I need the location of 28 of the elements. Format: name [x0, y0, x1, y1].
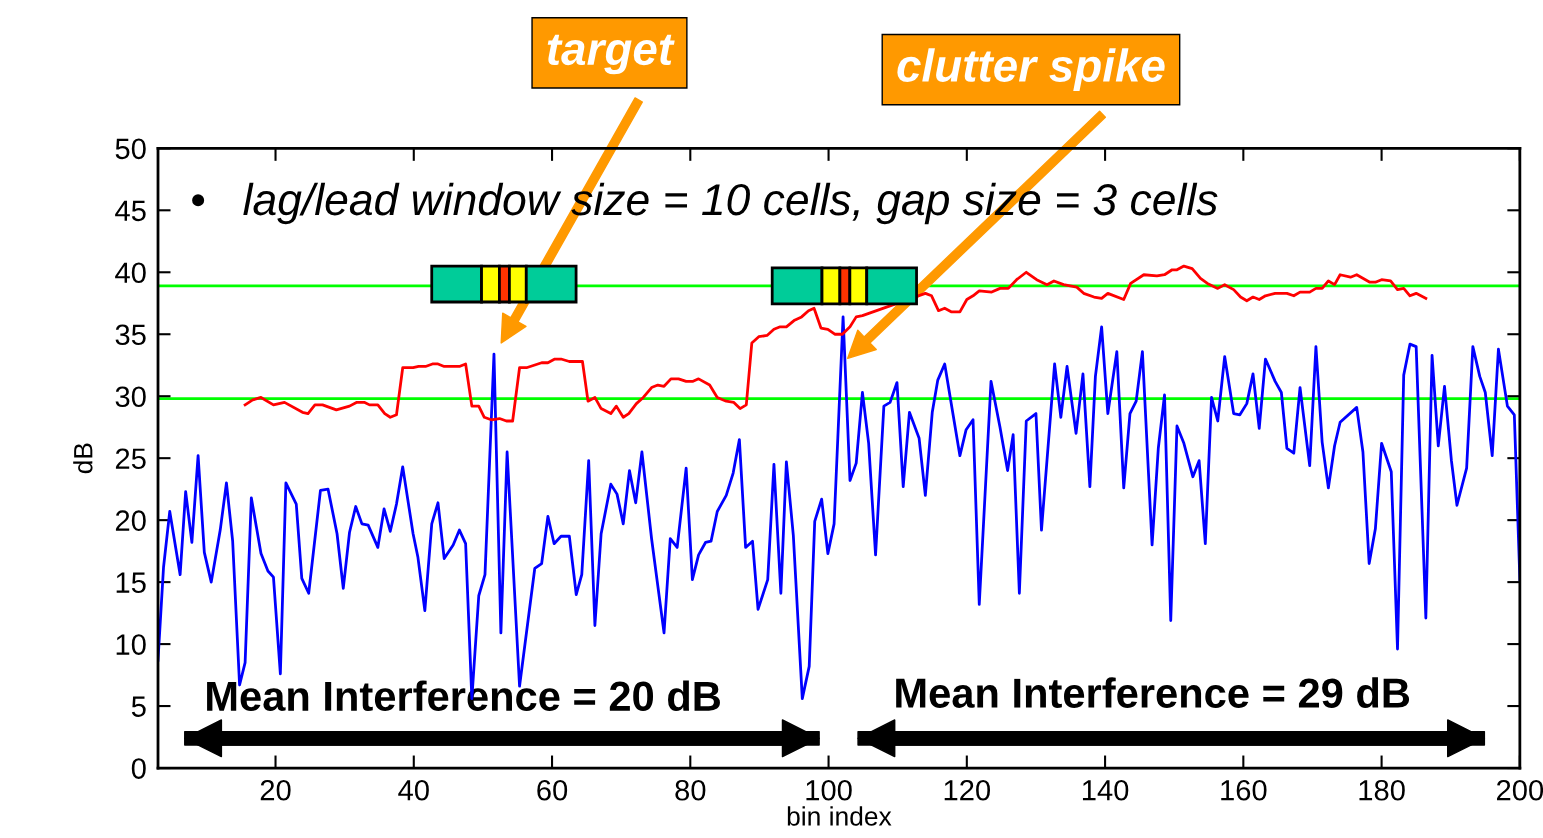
x-tick-label: 160	[1221, 779, 1267, 801]
y-tick-label: 10	[116, 634, 146, 655]
x-tick-label: 100	[806, 779, 852, 801]
x-tick-label: 180	[1359, 779, 1405, 801]
x-tick-label: 60	[537, 779, 568, 801]
y-axis-title: dB	[73, 443, 93, 474]
x-tick-label: 20	[260, 779, 291, 801]
x-tick-label: 40	[398, 779, 429, 801]
x-tick-label: 120	[944, 779, 991, 801]
y-tick-label: 5	[131, 696, 146, 717]
y-tick-label: 0	[131, 758, 146, 779]
y-tick-label: 20	[115, 510, 146, 531]
text: clutter spike	[897, 48, 1165, 91]
y-tick-label: 25	[115, 448, 146, 470]
line-series	[243, 264, 1428, 423]
x-axis-title: bin index	[787, 806, 892, 826]
annotation: Mean Interference = 29 dB	[896, 677, 1410, 708]
y-tick-label: 40	[115, 262, 146, 284]
y-tick-label: 15	[116, 572, 146, 593]
annotation: Mean Interference = 20 dB	[207, 680, 720, 712]
y-tick-label: 35	[115, 324, 146, 346]
y-tick-label: 45	[115, 200, 146, 222]
text: target	[547, 34, 675, 75]
x-tick-label: 140	[1082, 779, 1129, 801]
x-tick-label: 200	[1496, 779, 1543, 801]
x-tick-label: 80	[675, 779, 706, 801]
y-tick-label: 50	[115, 138, 146, 160]
y-tick-label: 30	[115, 386, 146, 408]
